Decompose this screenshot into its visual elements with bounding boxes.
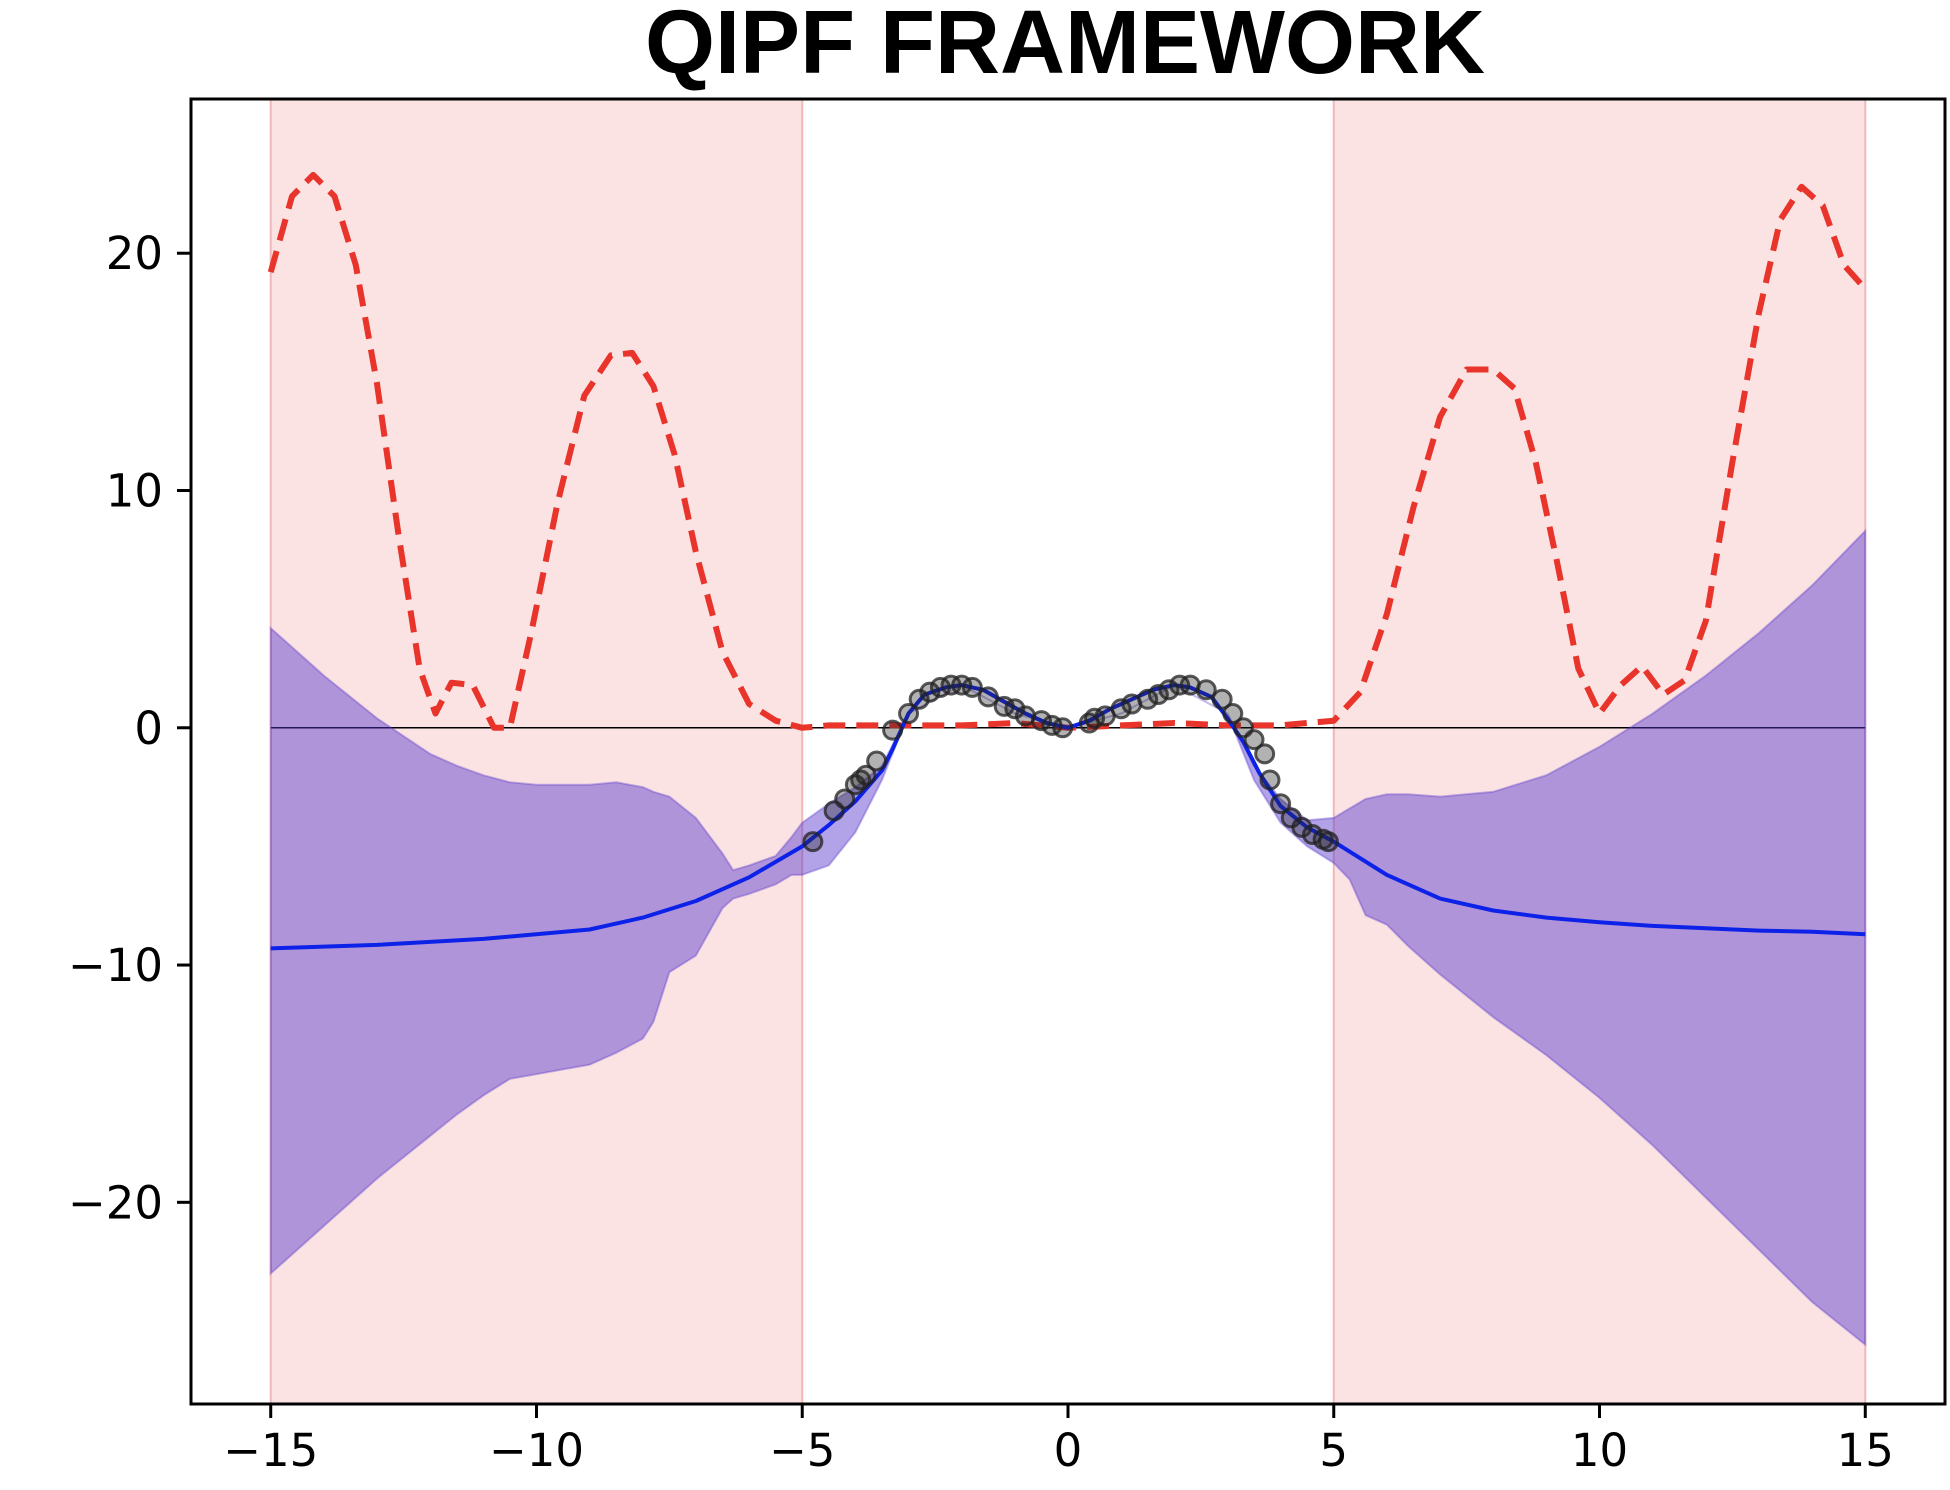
y-tick-label: −20 <box>68 1176 163 1229</box>
confidence-band <box>269 528 1867 1347</box>
data-point <box>919 681 941 703</box>
x-tick-label: −15 <box>223 1424 318 1477</box>
series-layer <box>267 171 1868 951</box>
series-line-dashed <box>267 171 1868 731</box>
data-point <box>898 703 920 725</box>
y-tick-label: 10 <box>106 465 163 518</box>
data-point <box>1030 710 1052 732</box>
x-tick-label: −10 <box>489 1424 584 1477</box>
data-point <box>1195 679 1217 701</box>
data-point <box>1147 684 1169 706</box>
y-tick-label: 20 <box>106 227 163 280</box>
x-axis: −15 −10 −5 0 5 10 15 <box>223 1404 1894 1477</box>
x-tick-label: 5 <box>1319 1424 1348 1477</box>
data-point <box>855 764 877 786</box>
confidence-band-layer <box>269 528 1867 1347</box>
x-tick-label: 0 <box>1054 1424 1083 1477</box>
shaded-region-2 <box>1333 99 1866 1404</box>
data-point <box>866 750 888 772</box>
data-point <box>882 719 904 741</box>
data-point <box>1211 688 1233 710</box>
data-point <box>1259 769 1281 791</box>
x-tick-label: 15 <box>1837 1424 1894 1477</box>
series-line-solid <box>270 683 1866 951</box>
x-tick-label: −5 <box>769 1424 835 1477</box>
shaded-regions <box>269 99 1867 1404</box>
data-point <box>1254 743 1276 765</box>
data-point <box>908 688 930 710</box>
data-point <box>1110 698 1132 720</box>
data-point <box>1137 688 1159 710</box>
data-point <box>1052 717 1074 739</box>
data-point <box>1004 698 1026 720</box>
shaded-region-1 <box>270 99 803 1404</box>
chart-title: QIPF FRAMEWORK <box>645 0 1485 93</box>
data-point <box>1317 831 1339 853</box>
data-point <box>1243 729 1265 751</box>
scatter-points-layer <box>802 674 1339 853</box>
data-point <box>961 676 983 698</box>
y-axis: 20 10 0 −10 −20 <box>68 227 191 1229</box>
data-point <box>1222 703 1244 725</box>
y-tick-label: −10 <box>68 939 163 992</box>
data-point <box>802 831 824 853</box>
x-tick-label: 10 <box>1571 1424 1628 1477</box>
y-tick-label: 0 <box>134 702 163 755</box>
data-point <box>1270 793 1292 815</box>
data-point <box>1158 679 1180 701</box>
data-point <box>834 788 856 810</box>
data-point <box>1291 816 1313 838</box>
data-point <box>977 686 999 708</box>
